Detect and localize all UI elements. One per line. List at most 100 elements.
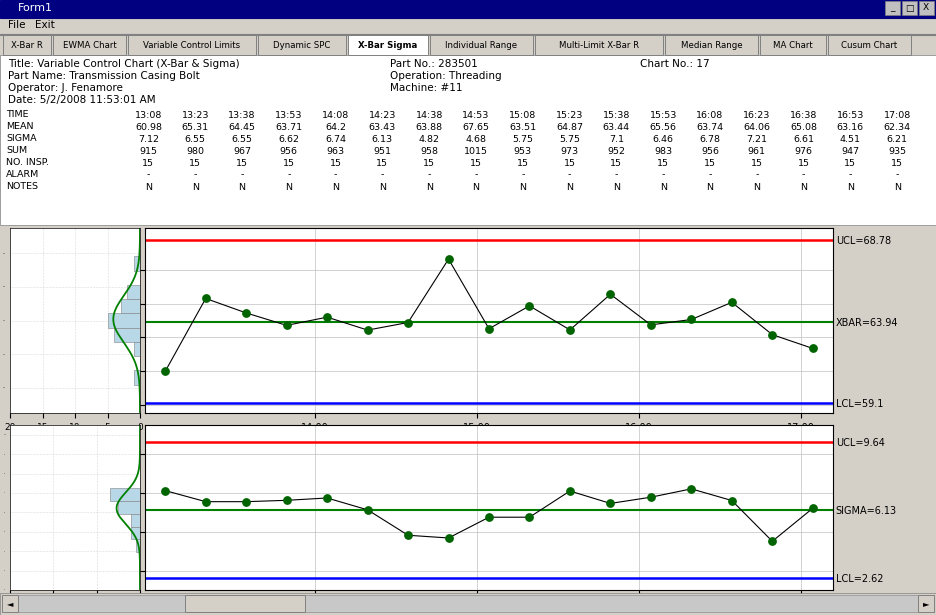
Text: Date: 5/2/2008 11:53:01 AM: Date: 5/2/2008 11:53:01 AM [8,95,155,105]
Point [360,505,375,515]
Text: 64.45: 64.45 [228,122,256,132]
Text: 956: 956 [280,146,298,156]
Bar [131,526,140,539]
Bar [53,35,126,55]
Text: EWMA Chart: EWMA Chart [63,41,116,49]
Text: 15: 15 [751,159,763,167]
Point [319,493,334,503]
Text: 13:53: 13:53 [275,111,302,119]
Text: 63.44: 63.44 [603,122,630,132]
Text: N: N [847,183,854,191]
Point [643,492,658,502]
Text: 7.21: 7.21 [746,135,768,143]
Text: N: N [660,183,666,191]
Bar [885,1,900,15]
Bar [134,256,140,271]
Bar [258,35,346,55]
Text: 62.34: 62.34 [884,122,911,132]
Text: 13:38: 13:38 [228,111,256,119]
Bar [131,514,140,526]
Text: Part No.: 283501: Part No.: 283501 [390,59,477,69]
Text: 15: 15 [329,159,342,167]
Point [441,254,456,264]
Text: N: N [519,183,526,191]
Text: 65.31: 65.31 [182,122,209,132]
Text: 6.21: 6.21 [886,135,908,143]
Point [765,536,780,546]
Text: 6.55: 6.55 [184,135,206,143]
Text: 6.61: 6.61 [793,135,814,143]
Text: -: - [475,170,477,180]
Text: N: N [566,183,573,191]
Text: 952: 952 [607,146,625,156]
Point [563,486,578,496]
Text: 16:38: 16:38 [790,111,817,119]
Bar [902,1,917,15]
Text: 15: 15 [704,159,716,167]
Text: -: - [334,170,337,180]
Text: Median Range: Median Range [680,41,742,49]
Point [239,308,254,318]
Text: 65.56: 65.56 [650,122,677,132]
Text: 16:23: 16:23 [743,111,770,119]
Point [805,503,820,513]
Text: 4.68: 4.68 [465,135,487,143]
Point [765,330,780,339]
Text: 63.74: 63.74 [696,122,724,132]
Text: 4.51: 4.51 [840,135,861,143]
Text: N: N [707,183,713,191]
Text: -: - [147,170,150,180]
Text: Exit: Exit [35,20,54,30]
Point [158,486,173,496]
Bar [0,18,936,34]
Text: 973: 973 [561,146,578,156]
Text: TIME: TIME [6,110,28,119]
Bar [918,595,934,612]
Text: Chart No.: 17: Chart No.: 17 [640,59,709,69]
Point [643,320,658,330]
Text: 5.75: 5.75 [512,135,534,143]
Text: 15: 15 [423,159,435,167]
Bar [535,35,663,55]
Text: 15: 15 [844,159,856,167]
Text: 63.88: 63.88 [416,122,443,132]
Text: 16:53: 16:53 [837,111,864,119]
Text: -: - [287,170,290,180]
Bar [0,34,936,35]
Bar [18,595,918,612]
Bar [2,595,18,612]
Text: -: - [241,170,243,180]
Text: N: N [753,183,760,191]
Point [198,497,213,507]
Text: 963: 963 [327,146,344,156]
Point [401,317,416,327]
Text: Title: Variable Control Chart (X-Bar & Sigma): Title: Variable Control Chart (X-Bar & S… [8,59,240,69]
Text: Operator: J. Fenamore: Operator: J. Fenamore [8,83,123,93]
Text: 60.98: 60.98 [135,122,162,132]
Text: 6.55: 6.55 [231,135,253,143]
Text: -: - [428,170,431,180]
Text: SIGMA: SIGMA [6,134,37,143]
Text: 961: 961 [748,146,766,156]
Text: 63.43: 63.43 [369,122,396,132]
Bar [760,35,826,55]
Text: 64.2: 64.2 [325,122,346,132]
Text: 16:08: 16:08 [696,111,724,119]
Text: X: X [923,4,929,12]
Bar [3,35,51,55]
Text: 15: 15 [797,159,810,167]
Text: Cusum Chart: Cusum Chart [841,41,898,49]
Text: File: File [8,20,25,30]
Text: 967: 967 [233,146,251,156]
Text: 67.65: 67.65 [462,122,490,132]
Text: 7.1: 7.1 [609,135,624,143]
Point [401,530,416,540]
Text: 65.08: 65.08 [790,122,817,132]
Text: Part Name: Transmission Casing Bolt: Part Name: Transmission Casing Bolt [8,71,199,81]
Bar [0,55,936,225]
Point [563,325,578,335]
Text: 15: 15 [142,159,154,167]
Text: Multi-Limit X-Bar R: Multi-Limit X-Bar R [559,41,639,49]
Text: 951: 951 [373,146,391,156]
Point [522,301,537,311]
